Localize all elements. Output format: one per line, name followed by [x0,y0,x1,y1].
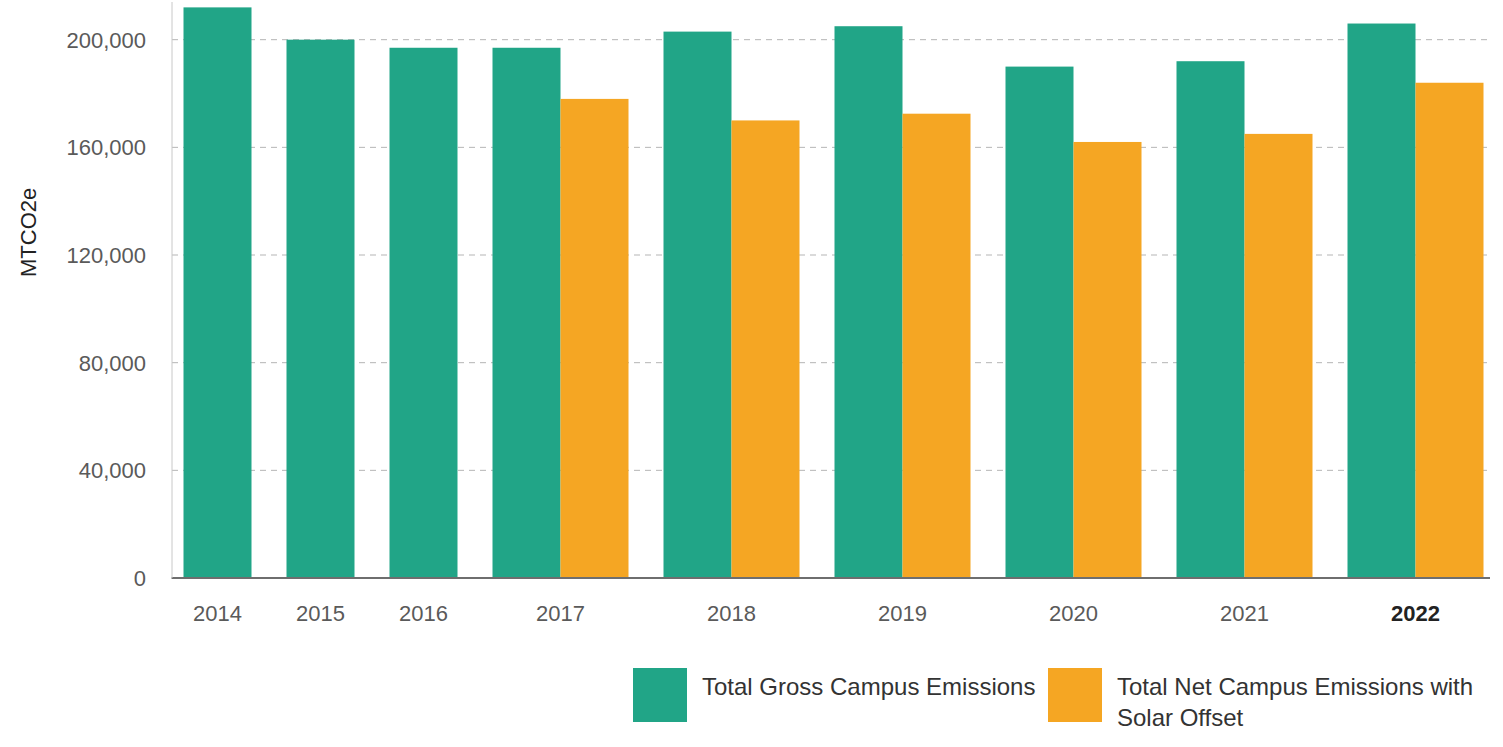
x-tick-label: 2020 [1049,601,1098,626]
x-tick-label: 2019 [878,601,927,626]
bar [184,7,252,578]
y-tick-label: 40,000 [79,458,146,483]
y-axis-line [172,2,173,578]
bar [664,32,732,578]
y-tick-label: 160,000 [66,135,146,160]
bar [1245,134,1313,578]
x-tick-label: 2017 [536,601,585,626]
y-axis-title: MTCO2e [16,188,41,277]
legend: Total Gross Campus Emissions Total Net Ca… [633,668,1473,731]
y-tick-label: 200,000 [66,28,146,53]
x-tick-label: 2015 [296,601,345,626]
y-tick-label: 80,000 [79,351,146,376]
y-tick-label: 120,000 [66,243,146,268]
bar [835,26,903,578]
grid-line [172,39,1490,40]
legend-swatch [633,668,687,722]
legend-label: Total Net Campus Emissions with Solar Off… [1117,673,1473,731]
legend-swatch [1048,668,1102,722]
bar [903,114,971,578]
bar [561,99,629,578]
bar [287,40,355,578]
legend-line: Total Gross Campus Emissions [702,673,1035,700]
x-axis-line [172,577,1490,579]
bar [390,48,458,578]
bar [1348,24,1416,578]
legend-label: Total Gross Campus Emissions [702,673,1035,700]
bar [1177,61,1245,578]
grid [171,40,1490,578]
chart: 0 40,000 80,000 120,000 160,000 200,000 MTCO2e… [0,0,1503,747]
y-tick-label: 0 [134,566,146,591]
x-tick-label: 2022 [1391,601,1440,626]
x-tick-label: 2018 [707,601,756,626]
bar [493,48,561,578]
legend-line: Total Net Campus Emissions with [1117,673,1473,700]
x-tick-label: 2016 [399,601,448,626]
bar [1074,142,1142,578]
bar [732,120,800,578]
x-tick-label: 2014 [193,601,242,626]
legend-line: Solar Offset [1117,704,1244,731]
x-tick-label: 2021 [1220,601,1269,626]
bar [1416,83,1484,578]
bar [1006,67,1074,578]
